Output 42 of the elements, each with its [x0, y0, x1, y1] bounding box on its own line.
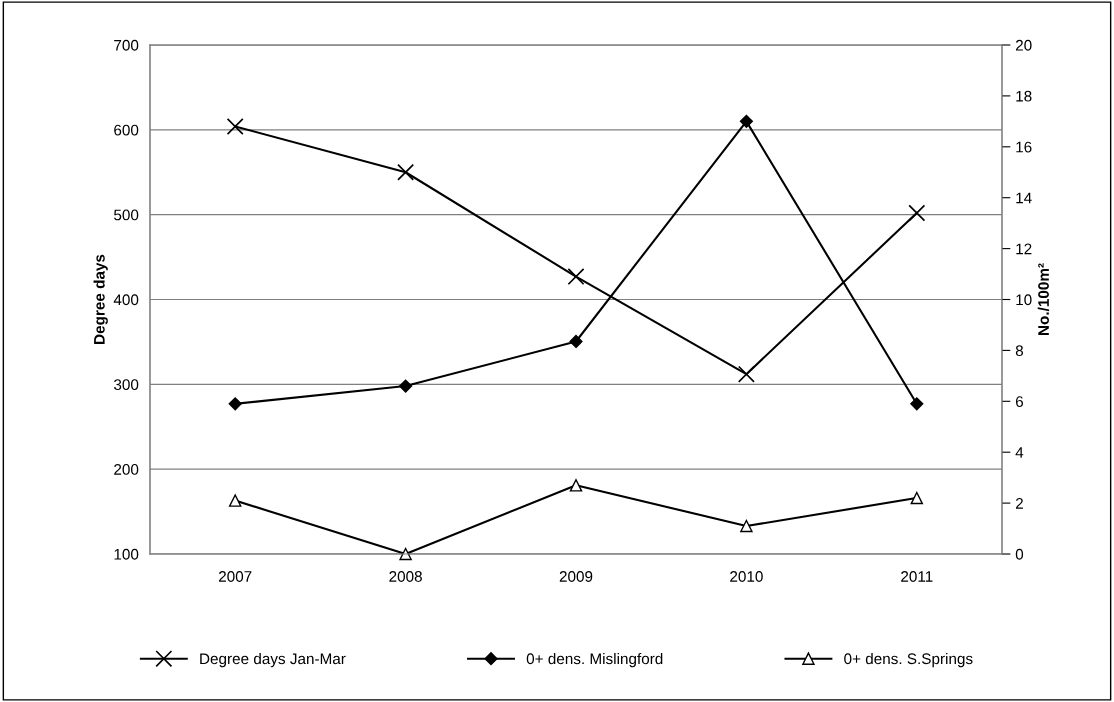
y-tick-label: 500	[114, 209, 139, 221]
legend-label: Degree days Jan-Mar	[200, 652, 346, 668]
x-tick-label: 2008	[389, 571, 422, 582]
point	[908, 204, 926, 222]
point	[569, 479, 583, 492]
y-tick-label: 200	[114, 464, 139, 475]
y2-tick-label: 0	[1015, 548, 1024, 560]
y2-tick-label: 14	[1016, 192, 1032, 204]
y2-tick-label: 18	[1016, 90, 1032, 102]
point	[740, 519, 753, 533]
point	[567, 268, 585, 286]
y-axis-title: Degree days	[93, 254, 108, 344]
y2-axis-title: No./100m²	[1037, 263, 1050, 335]
y2-tick-label: 4	[1015, 447, 1024, 458]
point	[399, 379, 413, 393]
y2-tick-label: 8	[1015, 345, 1024, 357]
point	[228, 494, 242, 507]
y-tick-label: 100	[114, 548, 139, 560]
y-tick-label: 600	[114, 124, 139, 136]
y-tick-label: 300	[113, 379, 139, 391]
legend-label: 0+ dens. Mislingford	[526, 652, 663, 668]
x-tick-label: 2007	[218, 571, 252, 582]
point	[910, 397, 924, 411]
y2-tick-label: 12	[1016, 243, 1032, 255]
point	[228, 397, 242, 411]
y2-tick-label: 2	[1015, 497, 1023, 509]
point	[737, 365, 755, 383]
point	[910, 491, 924, 505]
point	[226, 117, 244, 135]
x-tick-label: 2009	[559, 571, 593, 582]
point	[739, 114, 753, 128]
y2-tick-label: 20	[1015, 39, 1032, 51]
x-tick-label: 2010	[730, 571, 763, 582]
point	[569, 334, 583, 349]
y2-tick-label: 6	[1015, 396, 1024, 407]
y2-tick-label: 16	[1016, 141, 1032, 153]
y-tick-label: 700	[114, 39, 139, 51]
point	[397, 163, 415, 181]
legend-label: 0+ dens. S.Springs	[844, 652, 973, 668]
x-tick-label: 2011	[901, 571, 933, 582]
y2-tick-label: 10	[1016, 294, 1032, 306]
y-tick-label: 400	[113, 294, 139, 306]
